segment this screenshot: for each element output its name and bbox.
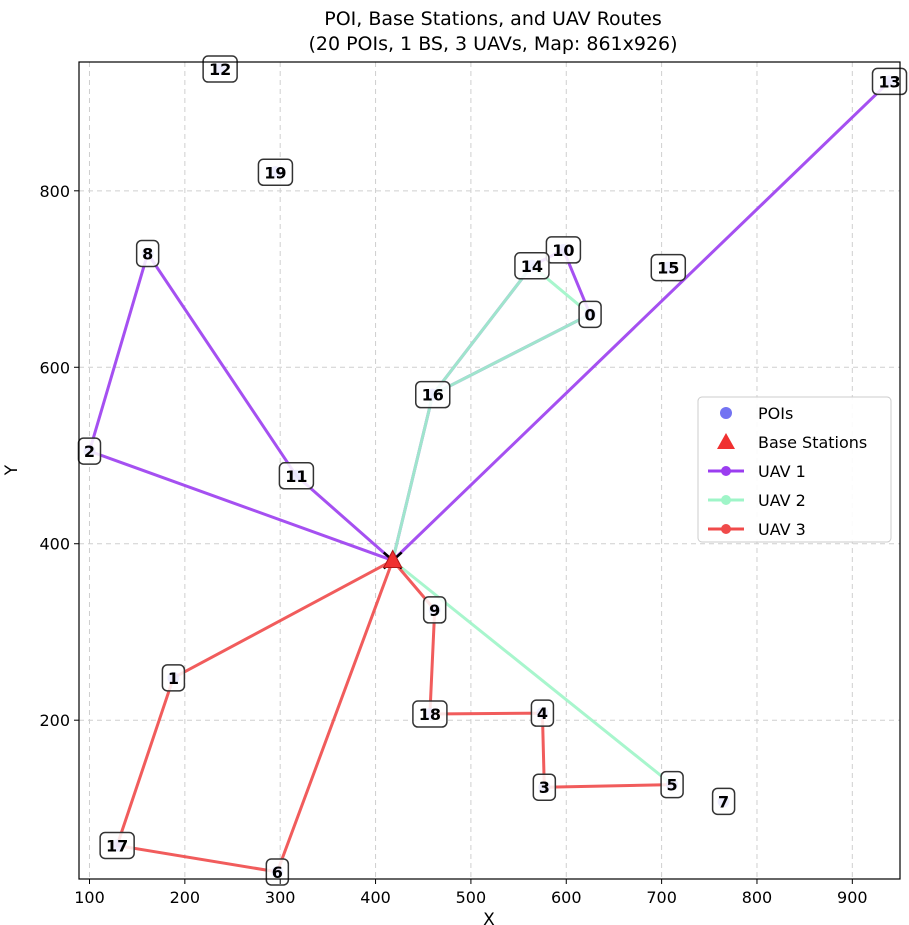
legend-label: POIs bbox=[758, 404, 793, 423]
poi-label: 11 bbox=[285, 467, 307, 486]
poi-6: 6 bbox=[265, 858, 290, 886]
legend-label: UAV 1 bbox=[758, 462, 806, 481]
poi-label-box bbox=[422, 596, 447, 624]
uav-route-uav-3 bbox=[115, 559, 673, 874]
poi-19: 19 bbox=[257, 158, 294, 187]
poi-label-box bbox=[278, 462, 315, 490]
base-station-marker bbox=[382, 549, 403, 568]
poi-label: 8 bbox=[142, 244, 153, 263]
x-tick-label: 800 bbox=[742, 888, 773, 907]
poi-10: 10 bbox=[545, 236, 582, 264]
poi-7: 7 bbox=[711, 787, 736, 816]
uav-route-uav-2 bbox=[391, 264, 674, 787]
poi-label-box bbox=[161, 664, 186, 692]
legend-label: UAV 3 bbox=[758, 520, 806, 539]
poi-label: 6 bbox=[272, 863, 283, 882]
poi-label-box bbox=[660, 770, 684, 799]
poi-label: 2 bbox=[84, 442, 95, 461]
x-tick-label: 200 bbox=[170, 888, 201, 907]
poi-4: 4 bbox=[530, 699, 555, 727]
legend-triangle-icon bbox=[717, 433, 735, 449]
x-tick-label: 400 bbox=[360, 888, 391, 907]
poi-label: 16 bbox=[422, 386, 444, 405]
y-tick-label: 400 bbox=[39, 535, 70, 554]
y-tick-label: 800 bbox=[39, 182, 70, 201]
poi-14: 14 bbox=[514, 252, 550, 280]
poi-8: 8 bbox=[135, 239, 160, 268]
poi-label-box bbox=[711, 787, 736, 816]
poi-label-box bbox=[412, 700, 448, 728]
legend-marker-icon bbox=[721, 466, 731, 476]
chart-title-line2: (20 POIs, 1 BS, 3 UAVs, Map: 861x926) bbox=[308, 33, 677, 55]
x-tick-label: 600 bbox=[551, 888, 582, 907]
grid bbox=[79, 62, 900, 879]
poi-label: 4 bbox=[537, 704, 548, 723]
x-tick-label: 100 bbox=[74, 888, 105, 907]
poi-label: 0 bbox=[585, 305, 596, 324]
poi-3: 3 bbox=[532, 773, 557, 801]
legend-label: UAV 2 bbox=[758, 491, 806, 510]
x-tick-label: 700 bbox=[646, 888, 677, 907]
poi-label-box bbox=[415, 380, 451, 409]
poi-16: 16 bbox=[415, 380, 451, 409]
poi-11: 11 bbox=[278, 462, 315, 490]
plot-frame bbox=[78, 61, 901, 880]
poi-label-box bbox=[871, 67, 908, 96]
legend-item-base-stations: Base Stations bbox=[717, 433, 867, 452]
poi-label: 7 bbox=[718, 792, 729, 811]
legend-marker-icon bbox=[721, 524, 731, 534]
legend-item-pois: POIs bbox=[720, 404, 793, 423]
legend-box bbox=[697, 396, 892, 543]
poi-label-box bbox=[545, 236, 582, 264]
poi-label: 12 bbox=[209, 60, 231, 79]
x-tick-label: 500 bbox=[456, 888, 487, 907]
poi-label-box bbox=[530, 699, 555, 727]
poi-label: 18 bbox=[419, 705, 441, 724]
poi-12: 12 bbox=[202, 55, 238, 83]
legend-marker-icon bbox=[721, 495, 731, 505]
legend-label: Base Stations bbox=[758, 433, 867, 452]
x-tick-label: 900 bbox=[837, 888, 868, 907]
poi-label-box bbox=[99, 831, 135, 860]
x-tick-label: 300 bbox=[265, 888, 296, 907]
legend: POIs Base Stations UAV 1 UAV 2 UAV 3 bbox=[697, 396, 892, 543]
poi-17: 17 bbox=[99, 831, 135, 860]
legend-item-uav-2: UAV 2 bbox=[708, 491, 806, 510]
poi-2: 2 bbox=[77, 437, 102, 465]
chart-title-line1: POI, Base Stations, and UAV Routes bbox=[324, 8, 662, 30]
poi-label: 17 bbox=[106, 836, 128, 855]
base-stations bbox=[382, 549, 403, 570]
poi-label-box bbox=[514, 252, 550, 280]
poi-13: 13 bbox=[871, 67, 908, 96]
poi-5: 5 bbox=[660, 770, 684, 799]
poi-label-box bbox=[135, 239, 160, 268]
poi-label: 1 bbox=[168, 669, 179, 688]
poi-1: 1 bbox=[161, 664, 186, 692]
poi-9: 9 bbox=[422, 596, 447, 624]
poi-label-box bbox=[650, 253, 687, 282]
poi-label: 19 bbox=[264, 163, 286, 182]
x-axis-label: X bbox=[483, 910, 495, 925]
y-tick-label: 600 bbox=[39, 358, 70, 377]
poi-label: 13 bbox=[878, 72, 900, 91]
poi-label-box bbox=[532, 773, 557, 801]
y-axis-label: Y bbox=[2, 464, 22, 476]
poi-15: 15 bbox=[650, 253, 687, 282]
poi-0: 0 bbox=[578, 300, 602, 329]
poi-label: 14 bbox=[521, 257, 543, 276]
legend-item-uav-3: UAV 3 bbox=[708, 520, 806, 539]
poi-label: 5 bbox=[667, 776, 678, 795]
poi-label-box bbox=[257, 158, 294, 187]
y-tick-label: 200 bbox=[39, 711, 70, 730]
poi-18: 18 bbox=[412, 700, 448, 728]
legend-item-uav-1: UAV 1 bbox=[708, 462, 806, 481]
poi-label: 3 bbox=[539, 778, 550, 797]
poi-label: 10 bbox=[552, 241, 574, 260]
legend-dot-icon bbox=[720, 407, 732, 419]
poi-label: 15 bbox=[657, 259, 679, 278]
poi-label-box bbox=[578, 300, 602, 329]
poi-label: 9 bbox=[429, 601, 440, 620]
